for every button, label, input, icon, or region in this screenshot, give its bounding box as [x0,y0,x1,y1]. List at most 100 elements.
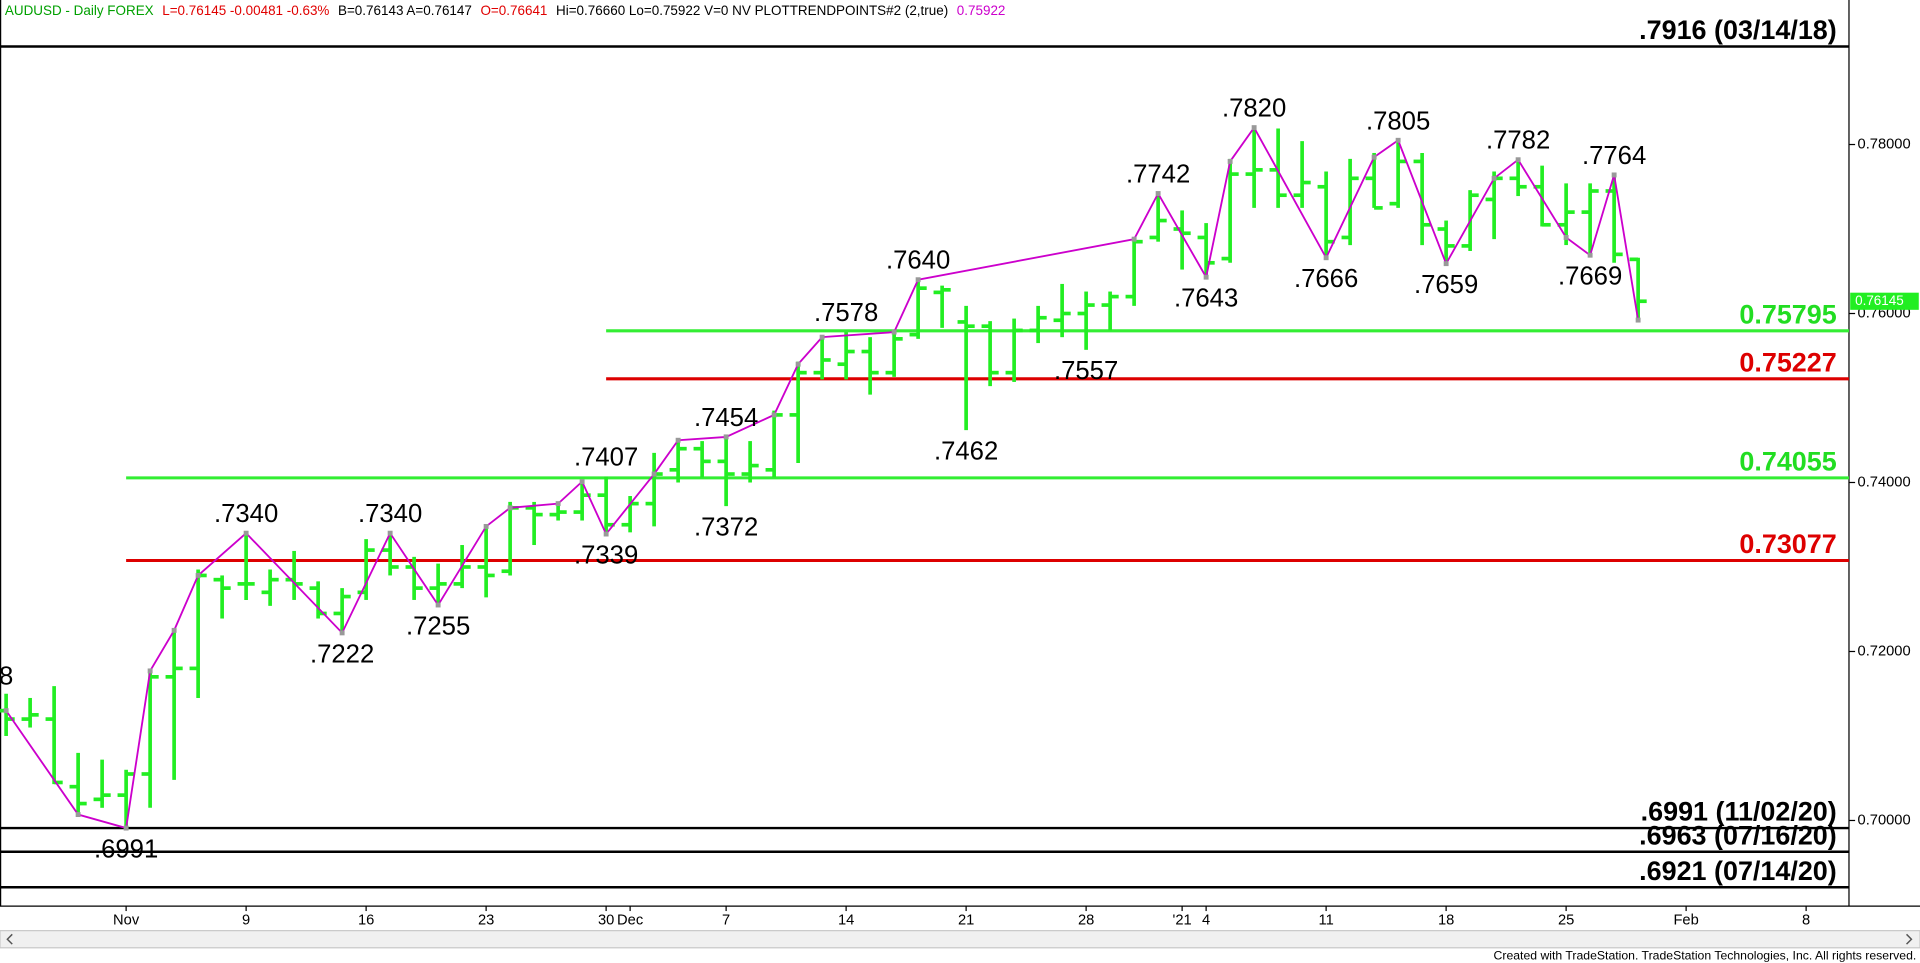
trend-point [339,630,345,636]
last-price-box [1850,292,1919,310]
trend-point [3,708,9,714]
trend-point [1587,252,1593,258]
trend-point [171,627,177,633]
trend-point [147,668,153,674]
x-tick-label: 8 [1802,913,1810,929]
trend-point [1563,235,1569,240]
pivot-label: .7764 [1582,142,1646,170]
trend-point [1443,261,1449,267]
trend-point [771,412,777,418]
trend-point [555,501,561,507]
trend-point [1635,317,1641,323]
pivot-label: .7372 [694,514,758,542]
level-label: .6963 (07/16/20) [1639,820,1837,850]
trend-point [1515,157,1521,163]
trend-point [1227,158,1233,164]
pivot-label: .7659 [1414,271,1478,299]
pivot-label: .7339 [574,541,638,569]
pivot-label: .7669 [1558,263,1622,291]
pivot-label: .7462 [934,437,998,465]
footer-credit: Created with TradeStation. TradeStation … [1494,949,1917,963]
trend-point [1395,137,1401,143]
trend-point [915,277,921,283]
header-item: AUDUSD - Daily FOREX [5,3,154,18]
level-label: 0.75227 [1739,347,1836,377]
trend-point [1323,255,1329,261]
trend-point [1131,236,1137,242]
last-price-label: 0.76145 [1855,293,1904,308]
x-tick-label: 25 [1558,913,1574,929]
pivot-label: .7222 [310,640,374,668]
header-item: O=0.76641 [480,3,547,18]
x-tick-label: 28 [1078,913,1094,929]
level-label: .6921 (07/14/20) [1639,856,1837,886]
x-tick-label: 23 [478,913,494,929]
trend-point [1251,125,1257,131]
scroll-right-arrow[interactable] [1906,933,1913,945]
level-label: 0.75795 [1739,299,1836,329]
level-label: .7916 (03/14/18) [1639,15,1837,45]
pivot-label: .7557 [1054,357,1118,385]
x-tick-label: Dec [617,913,643,929]
x-tick-label: 7 [722,913,730,929]
trend-point [651,471,657,477]
trend-point [603,531,609,537]
scroll-left-arrow[interactable] [6,933,13,945]
level-label: .6991 (11/02/20) [1641,797,1837,827]
pivot-label: .7742 [1126,161,1190,189]
pivot-label: .7666 [1294,265,1358,293]
x-tick-label: 14 [838,913,854,929]
trend-point [1371,154,1377,160]
trend-point [579,479,585,485]
x-tick-label: 9 [242,913,250,929]
trend-point [819,334,825,340]
pivot-label: .7820 [1222,95,1286,123]
x-tick-label: Feb [1673,913,1698,929]
header-item: B=0.76143 A=0.76147 [338,3,472,18]
pivot-label: .7578 [814,299,878,327]
x-tick-label: '21 [1173,913,1192,929]
pivot-label: .7454 [694,404,758,432]
header-item: Hi=0.76660 Lo=0.75922 V=0 NV PLOTTRENDPO… [556,3,948,18]
pivot-label: .7340 [214,500,278,528]
x-tick-label: 4 [1202,913,1210,929]
trend-point [675,437,681,443]
trend-point [1155,191,1161,196]
trend-point [507,505,513,511]
pivot-label: .7782 [1486,127,1550,155]
trend-point [891,329,897,335]
trend-point [1491,175,1497,181]
pivot-label: .7805 [1366,107,1430,135]
x-tick-label: 11 [1318,913,1333,929]
y-tick-label: 0.78000 [1858,136,1911,152]
trend-point [795,361,801,367]
y-tick-label: 0.72000 [1858,643,1911,659]
x-tick-label: 18 [1438,913,1454,929]
pivot-label: 8 [0,662,13,690]
header: AUDUSD - Daily FOREX L=0.76145 -0.00481 -… [5,3,1006,18]
trend-point [1203,274,1209,280]
trend-point [723,434,729,440]
level-label: 0.73077 [1739,529,1836,559]
header-item: 0.75922 [957,3,1006,18]
y-tick-label: 0.70000 [1858,812,1911,828]
x-tick-label: 30 [598,913,614,929]
trend-point [243,530,249,536]
x-tick-label: 16 [358,913,374,929]
y-tick-label: 0.74000 [1858,474,1911,490]
pivot-label: .7255 [406,612,470,640]
trend-point [1611,172,1617,178]
trend-point [75,812,81,818]
x-tick-label: 21 [958,913,974,929]
pivot-label: .7643 [1174,285,1238,313]
pivot-label: .6991 [94,835,158,863]
trend-point [123,825,129,831]
trend-line [5,125,1640,830]
pivot-label: .7640 [886,247,950,275]
scrollbar[interactable] [0,930,1920,949]
trend-point [387,530,393,536]
level-label: 0.74055 [1739,447,1836,477]
